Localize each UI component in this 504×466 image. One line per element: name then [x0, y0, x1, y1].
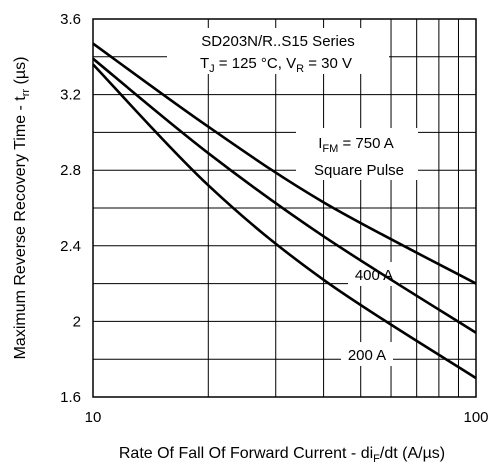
y-axis-title: Maximum Reverse Recovery Time - trr (µs) [12, 57, 32, 360]
y-tick-label: 3.6 [60, 11, 81, 28]
y-tick-label: 2.4 [60, 238, 81, 255]
plot-frame [92, 18, 477, 398]
x-axis-title: Rate Of Fall Of Forward Current - diF/dt… [119, 445, 445, 465]
label-box-400 [348, 262, 400, 286]
y-tick-label: 2.8 [60, 162, 81, 179]
x-tick-labels: 10 100 [85, 409, 489, 426]
conditions-annotation: TJ = 125 °C, VR = 30 V [200, 55, 352, 75]
x-tick-label: 100 [463, 409, 488, 426]
series-line-200-A [92, 63, 477, 380]
series-line-400-A [92, 57, 477, 334]
label-box-200 [341, 342, 393, 366]
ifm-annotation-box [296, 128, 418, 180]
y-tick-label: 3.2 [60, 87, 81, 104]
ifm-annotation: IFM = 750 A [318, 135, 394, 155]
y-tick-label: 2 [73, 313, 81, 330]
series-title-annotation: SD203N/R..S15 Series [201, 33, 354, 50]
series-line-750-A [92, 42, 477, 285]
header-annotation-box [167, 28, 389, 74]
curves [92, 42, 477, 380]
pulse-annotation: Square Pulse [314, 162, 404, 179]
y-tick-labels: 1.6 2 2.4 2.8 3.2 3.6 [60, 11, 81, 406]
series-label-400: 400 A [355, 267, 393, 284]
y-tick-label: 1.6 [60, 389, 81, 406]
x-tick-label: 10 [85, 409, 102, 426]
series-label-200: 200 A [348, 347, 386, 364]
